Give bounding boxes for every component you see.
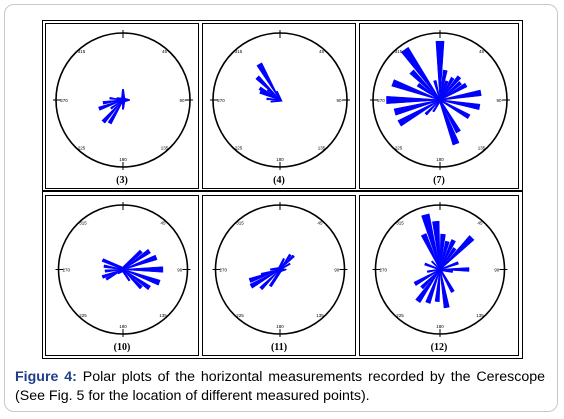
polar-angle-label: 180: [276, 324, 284, 329]
polar-angle-label: 90: [177, 268, 183, 273]
polar-angle-label: 135: [318, 146, 326, 151]
polar-angle-label: 315: [236, 220, 244, 225]
polar-angle-label: 315: [79, 220, 87, 225]
polar-plot-panel: 315 45 270 90 225 135 180 (12): [359, 195, 519, 356]
polar-angle-label: 270: [219, 268, 227, 273]
polar-angle-label: 45: [317, 220, 323, 225]
polar-angle-label: 180: [119, 157, 127, 162]
polar-measurement-shape: [101, 248, 164, 291]
polar-angle-label: 45: [477, 220, 483, 225]
polar-plot-panel: 315 45 270 90 225 135 180 (7): [359, 23, 519, 189]
polar-angle-label: 225: [396, 313, 404, 318]
polar-angle-label: 45: [162, 49, 168, 54]
polar-angle-label: 180: [276, 157, 284, 162]
polar-plot-panel: 315 45 270 90 225 135 180 (11): [202, 195, 356, 356]
polar-angle-label: 90: [494, 268, 500, 273]
polar-angle-label: 90: [496, 98, 502, 103]
polar-angle-label: 45: [479, 49, 485, 54]
panel-label: (3): [116, 175, 128, 186]
polar-angle-label: 225: [395, 146, 403, 151]
polar-angle-label: 315: [396, 220, 404, 225]
polar-measurement-shape: [386, 40, 482, 146]
polar-angle-label: 45: [319, 49, 325, 54]
polar-angle-label: 270: [60, 98, 68, 103]
figure-caption: Figure 4: Polar plots of the horizontal …: [15, 368, 545, 406]
polar-measurement-shape: [413, 213, 475, 309]
polar-plot: 315 45 270 90 225 135 180: [212, 202, 348, 337]
polar-plot: 315 45 270 90 225 135 180: [370, 30, 510, 170]
polar-plot: 315 45 270 90 225 135 180: [53, 30, 193, 170]
polar-angle-label: 315: [235, 49, 243, 54]
panel-label: (12): [430, 342, 448, 353]
polar-angle-label: 270: [217, 98, 225, 103]
panel-label: (7): [433, 175, 445, 186]
polar-angle-label: 180: [119, 324, 127, 329]
polar-measurement-shape: [248, 253, 295, 291]
polar-angle-label: 270: [377, 98, 385, 103]
polar-plot-panel: 315 45 270 90 225 135 180 (3): [45, 23, 199, 189]
polar-angle-label: 180: [436, 157, 444, 162]
polar-plot-panel: 315 45 270 90 225 135 180 (10): [45, 195, 199, 356]
polar-plot: 315 45 270 90 225 135 180: [55, 202, 191, 337]
polar-angle-label: 90: [334, 268, 340, 273]
polar-angle-label: 225: [235, 146, 243, 151]
polar-angle-label: 90: [336, 98, 342, 103]
figure-caption-label: Figure 4:: [15, 369, 77, 385]
polar-plot: 315 45 270 90 225 135 180: [210, 30, 350, 170]
polar-measurement-shape: [255, 62, 283, 103]
polar-angle-label: 315: [395, 49, 403, 54]
figure-caption-text: Polar plots of the horizontal measuremen…: [15, 369, 545, 404]
panel-label: (10): [113, 342, 131, 353]
polar-angle-label: 90: [179, 98, 185, 103]
figure-divider: [42, 190, 523, 192]
polar-angle-label: 225: [78, 146, 86, 151]
polar-angle-label: 315: [78, 49, 86, 54]
polar-angle-label: 135: [476, 313, 484, 318]
polar-angle-label: 225: [236, 313, 244, 318]
polar-angle-label: 180: [436, 324, 444, 329]
polar-plot-panel: 315 45 270 90 225 135 180 (4): [202, 23, 356, 189]
polar-angle-label: 225: [79, 313, 87, 318]
polar-angle-label: 270: [62, 268, 70, 273]
panel-label: (11): [270, 342, 288, 353]
polar-angle-label: 270: [379, 268, 387, 273]
polar-angle-label: 135: [478, 146, 486, 151]
polar-angle-label: 135: [159, 313, 167, 318]
polar-plot: 315 45 270 90 225 135 180: [372, 202, 508, 337]
panel-label: (4): [273, 175, 285, 186]
polar-angle-label: 135: [316, 313, 324, 318]
polar-measurement-shape: [98, 89, 130, 125]
polar-angle-label: 45: [160, 220, 166, 225]
polar-angle-label: 135: [161, 146, 169, 151]
